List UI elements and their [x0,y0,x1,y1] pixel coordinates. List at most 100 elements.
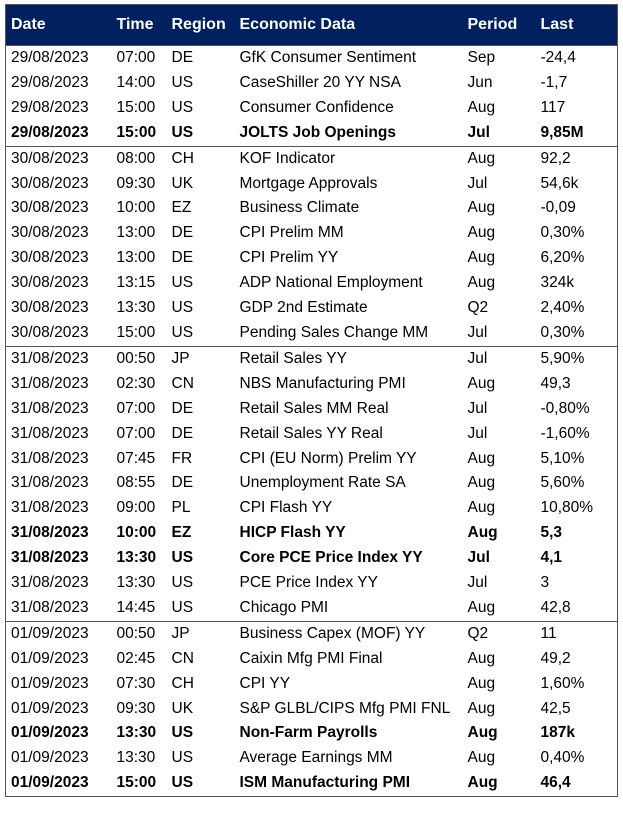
table-cell: 324k [540,274,575,292]
table-cell: 15:00 [116,774,157,792]
table-cell: Non-Farm Payrolls [239,724,378,742]
table-cell: GDP 2nd Estimate [239,299,368,317]
table-cell: Aug [467,274,496,292]
table-cell: CH [166,145,235,172]
table-row: 01/09/2023 07:30 CH CPI YY Aug 1,60% [6,672,618,697]
table-cell: 5,3 [540,524,563,542]
table-cell: CPI YY [239,674,291,692]
table-row: 31/08/2023 07:45 FR CPI (EU Norm) Prelim YY… [6,447,618,472]
table-cell: 14:45 [116,598,156,616]
table-cell: 07:00 [116,424,156,442]
table-cell: 13:30 [116,749,156,767]
table-cell: 11 [535,620,618,647]
table-row: 31/08/2023 09:00 PL CPI Flash YY Aug 10,80% [6,496,618,521]
table-row: 31/08/2023 02:30 CN NBS Manufacturing PMI Au… [6,372,618,397]
table-cell: ADP National Employment [239,274,423,292]
table-cell: Consumer Confidence [239,98,394,116]
table-cell: Aug [467,199,496,217]
table-cell: -1,60% [540,424,590,442]
table-cell: Aug [467,674,496,692]
table-cell: 31/08/2023 [11,424,89,442]
table-cell: 5,10% [540,449,585,467]
table-cell: GfK Consumer Sentiment [234,44,463,71]
table-cell: 31/08/2023 [5,345,112,372]
table-cell: 01/09/2023 [11,649,89,667]
table-cell: 92,2 [535,145,618,172]
table-cell: 01/09/2023 [5,620,112,647]
table-row: 29/08/2023 15:00 US JOLTS Job Openings Jul 9,… [6,121,618,146]
table-cell: 02:30 [116,374,156,392]
table-cell: Business Capex (MOF) YY [234,620,463,647]
table-cell: Pending Sales Change MM [239,323,429,341]
table-cell: CPI Flash YY [239,499,333,517]
table-cell: 09:00 [116,499,156,517]
table-cell: 29/08/2023 [11,123,89,141]
table-cell: Jul [467,549,490,567]
table-cell: 6,20% [540,249,585,267]
table-row: 30/08/2023 09:30 UK Mortgage Approvals Jul 54… [6,172,618,197]
table-cell: 08:00 [111,145,167,172]
table-cell: Jul [467,424,488,442]
table-cell: FR [171,449,193,467]
table-cell: UK [171,699,194,717]
table-cell: 01/09/2023 [11,774,89,792]
table-cell: KOF Indicator [234,145,463,172]
table-cell: 07:45 [116,449,156,467]
table-cell: Q2 [462,620,536,647]
table-cell: 30/08/2023 [11,174,89,192]
table-cell: 42,5 [540,699,571,717]
table-cell: 1,60% [540,674,585,692]
table-cell: Mortgage Approvals [239,174,378,192]
header-row: Date Time Region Economic Data Period Last [5,4,618,46]
table-cell: 30/08/2023 [11,249,89,267]
table-cell: DE [171,474,194,492]
table-cell: 31/08/2023 [11,524,89,542]
table-cell: EZ [171,199,192,217]
table-cell: Aug [467,98,496,116]
table-cell: DE [171,224,194,242]
table-cell: 30/08/2023 [11,199,89,217]
table-cell: US [171,774,194,792]
table-cell: JP [166,345,235,372]
table-cell: 31/08/2023 [11,474,89,492]
table-cell: 02:45 [116,649,156,667]
table-row: 29/08/2023 14:00 US CaseShiller 20 YY NSA Ju… [6,71,618,96]
table-row: 30/08/2023 13:00 DE CPI Prelim MM Aug 0,30% [6,221,618,246]
table-cell: 30/08/2023 [11,323,89,341]
table-cell: 14:00 [116,73,156,91]
table-cell: CN [171,374,194,392]
table-cell: 00:50 [111,620,167,647]
table-cell: DE [171,249,194,267]
table-cell: Jul [467,323,488,341]
table-cell: 07:00 [111,44,167,71]
table-cell: 5,90% [535,345,618,372]
table-cell: S&P GLBL/CIPS Mfg PMI FNL [239,699,451,717]
table-cell: 15:00 [116,323,156,341]
table-row: 30/08/2023 13:30 US GDP 2nd Estimate Q2 2,40% [6,296,618,321]
table-cell: Jul [467,399,488,417]
header-cell: Date [5,4,112,46]
table-cell: Aug [467,249,496,267]
table-cell: 49,3 [540,374,571,392]
table-cell: Caixin Mfg PMI Final [239,649,383,667]
header-cell: Period [462,4,536,46]
table-row: 30/08/2023 13:00 DE CPI Prelim YY Aug 6,20% [6,246,618,271]
table-cell: -0,09 [540,199,576,217]
table-cell: CPI Prelim MM [239,224,344,242]
table-cell: 07:30 [116,674,156,692]
table-cell: DE [171,424,194,442]
table-cell: 01/09/2023 [11,749,89,767]
table-row: 31/08/2023 14:45 US Chicago PMI Aug 42,8 [6,596,618,621]
table-cell: Core PCE Price Index YY [239,549,423,567]
table-row: 31/08/2023 13:30 US Core PCE Price Index YY… [6,546,618,571]
table-row: 01/09/2023 13:30 US Non-Farm Payrolls Aug 187… [6,721,618,746]
table-cell: Retail Sales MM Real [239,399,389,417]
table-cell: PCE Price Index YY [239,574,378,592]
table-cell: 42,8 [540,598,571,616]
table-cell: 0,30% [540,224,585,242]
table-cell: -24,4 [535,44,618,71]
table-cell: 117 [540,98,566,116]
table-cell: 31/08/2023 [11,549,89,567]
table-cell: Jul [462,345,536,372]
table-cell: 07:00 [116,399,156,417]
